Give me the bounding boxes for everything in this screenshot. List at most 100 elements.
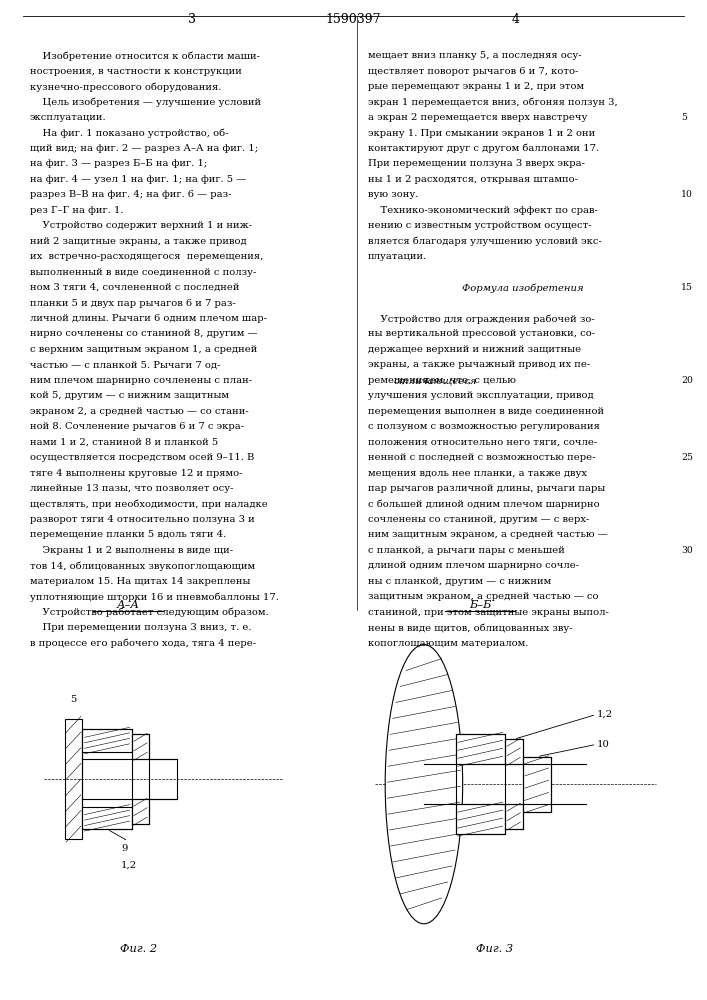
Text: вляется благодаря улучшению условий экс-: вляется благодаря улучшению условий экс- — [368, 237, 602, 246]
Text: станиной, при этом защитные экраны выпол-: станиной, при этом защитные экраны выпол… — [368, 608, 609, 617]
Text: ностроения, в частности к конструкции: ностроения, в частности к конструкции — [30, 67, 241, 76]
Text: ны вертикальной прессовой установки, со-: ны вертикальной прессовой установки, со- — [368, 329, 595, 338]
Text: Фиг. 3: Фиг. 3 — [476, 944, 513, 954]
Text: нами 1 и 2, станиной 8 и планкой 5: нами 1 и 2, станиной 8 и планкой 5 — [30, 438, 218, 447]
Text: планки 5 и двух пар рычагов 6 и 7 раз-: планки 5 и двух пар рычагов 6 и 7 раз- — [30, 299, 235, 308]
Text: с верхним защитным экраном 1, а средней: с верхним защитным экраном 1, а средней — [30, 345, 257, 354]
Text: держащее верхний и нижний защитные: держащее верхний и нижний защитные — [368, 345, 580, 354]
Text: 5: 5 — [681, 113, 686, 122]
Text: Технико-экономический эффект по срав-: Технико-экономический эффект по срав- — [368, 206, 597, 215]
Text: разворот тяги 4 относительно ползуна 3 и: разворот тяги 4 относительно ползуна 3 и — [30, 515, 255, 524]
Bar — [505, 739, 522, 764]
Text: рез Г–Г на фиг. 1.: рез Г–Г на фиг. 1. — [30, 206, 123, 215]
Text: При перемещении ползуна 3 вниз, т. е.: При перемещении ползуна 3 вниз, т. е. — [30, 623, 251, 632]
Text: 4: 4 — [511, 13, 520, 26]
Text: перемещения выполнен в виде соединенной: перемещения выполнен в виде соединенной — [368, 407, 604, 416]
Text: пар рычагов различной длины, рычаги пары: пар рычагов различной длины, рычаги пары — [368, 484, 604, 493]
Text: 10: 10 — [681, 190, 693, 199]
Text: щий вид; на фиг. 2 — разрез А–А на фиг. 1;: щий вид; на фиг. 2 — разрез А–А на фиг. … — [30, 144, 257, 153]
Text: 30: 30 — [681, 546, 693, 555]
Bar — [83, 729, 132, 752]
Text: ществлять, при необходимости, при наладке: ществлять, при необходимости, при наладк… — [30, 500, 267, 509]
Text: ны 1 и 2 расходятся, открывая штампо-: ны 1 и 2 расходятся, открывая штампо- — [368, 175, 578, 184]
Bar — [132, 734, 149, 759]
Text: личной длины. Рычаги 6 одним плечом шар-: личной длины. Рычаги 6 одним плечом шар- — [30, 314, 267, 323]
Text: с большей длиной одним плечом шарнирно: с большей длиной одним плечом шарнирно — [368, 500, 600, 509]
Text: на фиг. 3 — разрез Б–Б на фиг. 1;: на фиг. 3 — разрез Б–Б на фиг. 1; — [30, 159, 207, 168]
Text: сочленены со станиной, другим — с верх-: сочленены со станиной, другим — с верх- — [368, 515, 589, 524]
Text: Цель изобретения — улучшение условий: Цель изобретения — улучшение условий — [30, 98, 261, 107]
Text: А–А: А–А — [117, 600, 140, 610]
Text: 1,2: 1,2 — [597, 710, 612, 719]
Text: Устройство содержит верхний 1 и ниж-: Устройство содержит верхний 1 и ниж- — [30, 221, 252, 230]
Text: На фиг. 1 показано устройство, об-: На фиг. 1 показано устройство, об- — [30, 129, 228, 138]
Text: 15: 15 — [681, 283, 693, 292]
Text: частью — с планкой 5. Рычаги 7 од-: частью — с планкой 5. Рычаги 7 од- — [30, 360, 220, 369]
Text: защитным экраном, а средней частью — со: защитным экраном, а средней частью — со — [368, 592, 598, 601]
Text: вую зону.: вую зону. — [368, 190, 418, 199]
Text: 1,2: 1,2 — [121, 861, 137, 870]
Text: разрез В–В на фиг. 4; на фиг. 6 — раз-: разрез В–В на фиг. 4; на фиг. 6 — раз- — [30, 190, 231, 199]
Text: При перемещении ползуна 3 вверх экра-: При перемещении ползуна 3 вверх экра- — [368, 159, 585, 168]
Text: экрану 1. При смыкании экранов 1 и 2 они: экрану 1. При смыкании экранов 1 и 2 они — [368, 129, 595, 138]
Text: Экраны 1 и 2 выполнены в виде щи-: Экраны 1 и 2 выполнены в виде щи- — [30, 546, 233, 555]
Text: тем, что, с целью: тем, что, с целью — [421, 376, 516, 385]
Text: их  встречно-расходящегося  перемещения,: их встречно-расходящегося перемещения, — [30, 252, 263, 261]
Text: а экран 2 перемещается вверх навстречу: а экран 2 перемещается вверх навстречу — [368, 113, 587, 122]
Text: ремещения,: ремещения, — [368, 376, 435, 385]
Text: Изобретение относится к области маши-: Изобретение относится к области маши- — [30, 51, 259, 61]
Text: 10: 10 — [597, 740, 609, 749]
Bar — [65, 719, 83, 839]
Text: осуществляется посредством осей 9–11. В: осуществляется посредством осей 9–11. В — [30, 453, 254, 462]
Text: длиной одним плечом шарнирно сочле-: длиной одним плечом шарнирно сочле- — [368, 561, 579, 570]
Text: перемещение планки 5 вдоль тяги 4.: перемещение планки 5 вдоль тяги 4. — [30, 530, 226, 539]
Text: экраны, а также рычажный привод их пе-: экраны, а также рычажный привод их пе- — [368, 360, 590, 369]
Text: экран 1 перемещается вниз, обгоняя ползун 3,: экран 1 перемещается вниз, обгоняя ползу… — [368, 98, 617, 107]
Text: 20: 20 — [681, 376, 693, 385]
Text: рые перемещают экраны 1 и 2, при этом: рые перемещают экраны 1 и 2, при этом — [368, 82, 584, 91]
Text: контактируют друг с другом баллонами 17.: контактируют друг с другом баллонами 17. — [368, 144, 599, 153]
Text: 9: 9 — [121, 844, 127, 853]
Text: материалом 15. На щитах 14 закреплены: материалом 15. На щитах 14 закреплены — [30, 577, 250, 586]
Text: отличающееся: отличающееся — [393, 376, 477, 385]
Bar — [522, 757, 551, 812]
Text: ном 3 тяги 4, сочлененной с последней: ном 3 тяги 4, сочлененной с последней — [30, 283, 239, 292]
Text: улучшения условий эксплуатации, привод: улучшения условий эксплуатации, привод — [368, 391, 593, 400]
Text: ны с планкой, другим — с нижним: ны с планкой, другим — с нижним — [368, 577, 551, 586]
Text: кузнечно-прессового оборудования.: кузнечно-прессового оборудования. — [30, 82, 221, 92]
Text: мещает вниз планку 5, а последняя осу-: мещает вниз планку 5, а последняя осу- — [368, 51, 581, 60]
Text: в процессе его рабочего хода, тяга 4 пере-: в процессе его рабочего хода, тяга 4 пер… — [30, 639, 256, 648]
Text: ним плечом шарнирно сочленены с план-: ним плечом шарнирно сочленены с план- — [30, 376, 252, 385]
Ellipse shape — [385, 645, 462, 924]
Text: 3: 3 — [187, 13, 196, 26]
Text: ществляет поворот рычагов 6 и 7, кото-: ществляет поворот рычагов 6 и 7, кото- — [368, 67, 578, 76]
Text: уплотняющие шторки 16 и пневмобаллоны 17.: уплотняющие шторки 16 и пневмобаллоны 17… — [30, 592, 279, 602]
Text: с планкой, а рычаги пары с меньшей: с планкой, а рычаги пары с меньшей — [368, 546, 564, 555]
Text: положения относительно него тяги, сочле-: положения относительно него тяги, сочле- — [368, 438, 597, 447]
Text: эксплуатации.: эксплуатации. — [30, 113, 106, 122]
Text: Формула изобретения: Формула изобретения — [462, 283, 583, 293]
Text: копоглощающим материалом.: копоглощающим материалом. — [368, 639, 528, 648]
Text: ний 2 защитные экраны, а также привод: ний 2 защитные экраны, а также привод — [30, 237, 246, 246]
Text: с ползуном с возможностью регулирования: с ползуном с возможностью регулирования — [368, 422, 600, 431]
Text: 25: 25 — [681, 453, 693, 462]
Text: тов 14, облицованных звукопоглощающим: тов 14, облицованных звукопоглощающим — [30, 561, 255, 571]
Text: тяге 4 выполнены круговые 12 и прямо-: тяге 4 выполнены круговые 12 и прямо- — [30, 469, 242, 478]
Text: плуатации.: плуатации. — [368, 252, 427, 261]
Bar — [83, 807, 132, 829]
Text: нирно сочленены со станиной 8, другим —: нирно сочленены со станиной 8, другим — — [30, 329, 257, 338]
Text: нению с известным устройством осущест-: нению с известным устройством осущест- — [368, 221, 591, 230]
Text: 5: 5 — [71, 695, 77, 704]
Text: Фиг. 2: Фиг. 2 — [120, 944, 157, 954]
Text: Устройство для ограждения рабочей зо-: Устройство для ограждения рабочей зо- — [368, 314, 595, 324]
Text: 1590397: 1590397 — [326, 13, 381, 26]
Text: линейные 13 пазы, что позволяет осу-: линейные 13 пазы, что позволяет осу- — [30, 484, 233, 493]
Text: на фиг. 4 — узел 1 на фиг. 1; на фиг. 5 —: на фиг. 4 — узел 1 на фиг. 1; на фиг. 5 … — [30, 175, 246, 184]
Text: ненной с последней с возможностью пере-: ненной с последней с возможностью пере- — [368, 453, 595, 462]
Text: ним защитным экраном, а средней частью —: ним защитным экраном, а средней частью — — [368, 530, 607, 539]
Text: нены в виде щитов, облицованных зву-: нены в виде щитов, облицованных зву- — [368, 623, 572, 633]
Text: кой 5, другим — с нижним защитным: кой 5, другим — с нижним защитным — [30, 391, 228, 400]
Bar — [455, 804, 505, 834]
Bar — [505, 804, 522, 829]
Text: Устройство работает следующим образом.: Устройство работает следующим образом. — [30, 608, 268, 617]
